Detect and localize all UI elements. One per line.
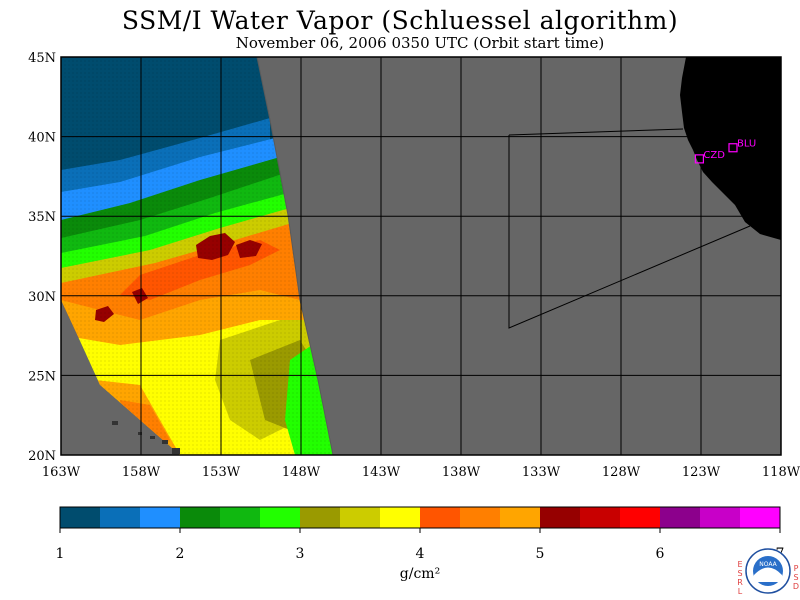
lat-tick-label: 35N: [28, 210, 56, 225]
lon-tick-label: 153W: [202, 465, 241, 480]
colorbar-swatch: [500, 507, 541, 528]
lon-tick-label: 133W: [522, 465, 561, 480]
lon-tick-label: 138W: [442, 465, 481, 480]
colorbar-swatch: [740, 507, 781, 528]
colorbar-swatch: [380, 507, 421, 528]
lon-tick-label: 148W: [282, 465, 321, 480]
map-subtitle: November 06, 2006 0350 UTC (Orbit start …: [235, 34, 605, 52]
lon-tick-label: 158W: [122, 465, 161, 480]
colorbar-swatch: [300, 507, 341, 528]
lon-tick-labels: 163W 158W 153W 148W 143W 138W 133W 128W 123W 118W: [42, 465, 800, 480]
colorbar-swatch: [460, 507, 501, 528]
colorbar-swatch: [140, 507, 181, 528]
psd-letter: S: [793, 573, 798, 582]
lat-tick-labels: 20N 25N 30N 35N 40N 45N: [28, 51, 56, 464]
colorbar-swatch: [660, 507, 701, 528]
psd-letter: D: [793, 582, 799, 591]
colorbar-tick-label: 1: [56, 546, 65, 562]
colorbar-swatch: [620, 507, 661, 528]
colorbar-swatch: [260, 507, 301, 528]
colorbar-tick-label: 4: [416, 546, 425, 562]
lon-tick-label: 118W: [762, 465, 800, 480]
colorbar-swatch: [420, 507, 461, 528]
hawaii-islands: [112, 421, 180, 454]
map-title: SSM/I Water Vapor (Schluessel algorithm): [121, 6, 679, 35]
domain-outline: [508, 135, 751, 329]
colorbar-tick-label: 5: [536, 546, 545, 562]
lon-tick-label: 123W: [682, 465, 721, 480]
esrl-letter: E: [737, 560, 742, 569]
swath-water-vapor: [61, 57, 333, 455]
station-markers: CZD BLU: [694, 139, 756, 164]
colorbar-unit-label: g/cm²: [400, 566, 440, 582]
colorbar-swatch: [60, 507, 101, 528]
colorbar-swatch: [700, 507, 741, 528]
lon-tick-label: 128W: [602, 465, 641, 480]
lat-tick-label: 20N: [28, 449, 56, 464]
lat-tick-label: 40N: [28, 131, 56, 146]
station-marker: [694, 154, 705, 164]
lon-tick-label: 143W: [362, 465, 401, 480]
colorbar-tick-label: 3: [296, 546, 305, 562]
colorbar-swatch: [180, 507, 221, 528]
esrl-letter: S: [737, 569, 742, 578]
station-label: CZD: [703, 150, 725, 161]
station-label: BLU: [737, 139, 756, 150]
colorbar-swatch: [220, 507, 261, 528]
colorbar: 1234567 g/cm²: [56, 506, 784, 582]
colorbar-swatch: [540, 507, 581, 528]
colorbar-tick-label: 2: [176, 546, 185, 562]
colorbar-tick-label: 6: [656, 546, 665, 562]
colorbar-swatch: [580, 507, 621, 528]
lon-tick-label: 163W: [42, 465, 81, 480]
lat-tick-label: 30N: [28, 290, 56, 305]
colorbar-swatch: [340, 507, 381, 528]
lat-tick-label: 45N: [28, 51, 56, 66]
colorbar-swatch: [100, 507, 141, 528]
land-north-america: [680, 57, 781, 240]
lat-tick-label: 25N: [28, 369, 56, 384]
station-marker: [728, 143, 738, 153]
map-frame: [60, 56, 782, 456]
esrl-letter: R: [737, 578, 743, 587]
esrl-letter: L: [738, 587, 743, 596]
seal-text: NOAA: [759, 561, 777, 568]
psd-letter: P: [794, 564, 799, 573]
map-panel: CZD BLU: [60, 56, 782, 456]
